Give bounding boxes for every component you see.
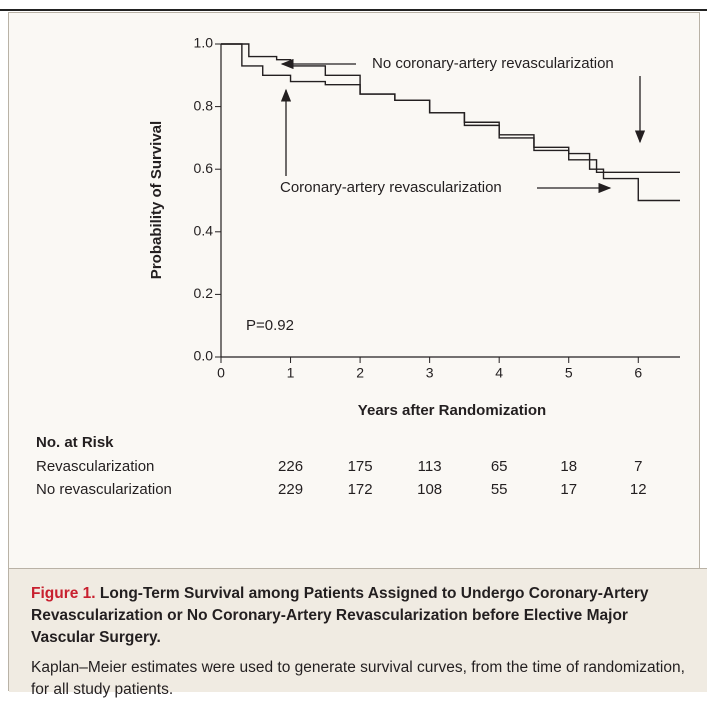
y-tick-label: 0.4 — [194, 223, 214, 239]
at-risk-count: 229 — [278, 481, 303, 498]
x-axis-title: Years after Randomization — [358, 402, 546, 419]
at-risk-label: Revascularization — [36, 458, 154, 475]
at-risk-count: 7 — [634, 458, 642, 475]
caption-title: Long-Term Survival among Patients Assign… — [31, 585, 649, 646]
series-label: Coronary-artery revascularization — [280, 179, 502, 196]
caption-heading: Figure 1. Long-Term Survival among Patie… — [31, 583, 695, 649]
at-risk-label: No revascularization — [36, 481, 172, 498]
top-rule — [0, 9, 707, 11]
x-tick-label: 5 — [565, 365, 573, 381]
series-label: No coronary-artery revascularization — [372, 55, 614, 72]
x-tick-label: 6 — [634, 365, 642, 381]
caption-text: Kaplan–Meier estimates were used to gene… — [31, 659, 685, 698]
at-risk-count: 113 — [418, 458, 442, 475]
at-risk-count: 12 — [630, 481, 647, 498]
y-tick-label: 0.0 — [194, 348, 214, 364]
caption-label: Figure 1. — [31, 585, 96, 602]
at-risk-count: 226 — [278, 458, 303, 475]
at-risk-title: No. at Risk — [36, 434, 114, 451]
arrows — [280, 58, 646, 194]
at-risk-count: 18 — [560, 458, 577, 475]
at-risk-count: 55 — [491, 481, 508, 498]
caption: Figure 1. Long-Term Survival among Patie… — [9, 568, 707, 698]
at-risk-count: 172 — [348, 481, 373, 498]
y-tick-label: 0.2 — [194, 285, 214, 301]
x-tick-label: 3 — [426, 365, 434, 381]
p-value: P=0.92 — [246, 317, 294, 334]
x-tick-label: 2 — [356, 365, 364, 381]
at-risk-count: 17 — [560, 481, 577, 498]
y-axis-title: Probability of Survival — [148, 121, 165, 279]
x-tick-label: 4 — [495, 365, 503, 381]
at-risk-count: 65 — [491, 458, 508, 475]
at-risk-count: 108 — [417, 481, 442, 498]
at-risk-count: 175 — [348, 458, 373, 475]
y-tick-label: 0.6 — [194, 160, 214, 176]
y-tick-label: 1.0 — [194, 35, 214, 51]
survival-curve — [221, 43, 680, 202]
x-tick-label: 0 — [217, 365, 225, 381]
y-tick-label: 0.8 — [194, 97, 214, 113]
x-tick-label: 1 — [287, 365, 295, 381]
